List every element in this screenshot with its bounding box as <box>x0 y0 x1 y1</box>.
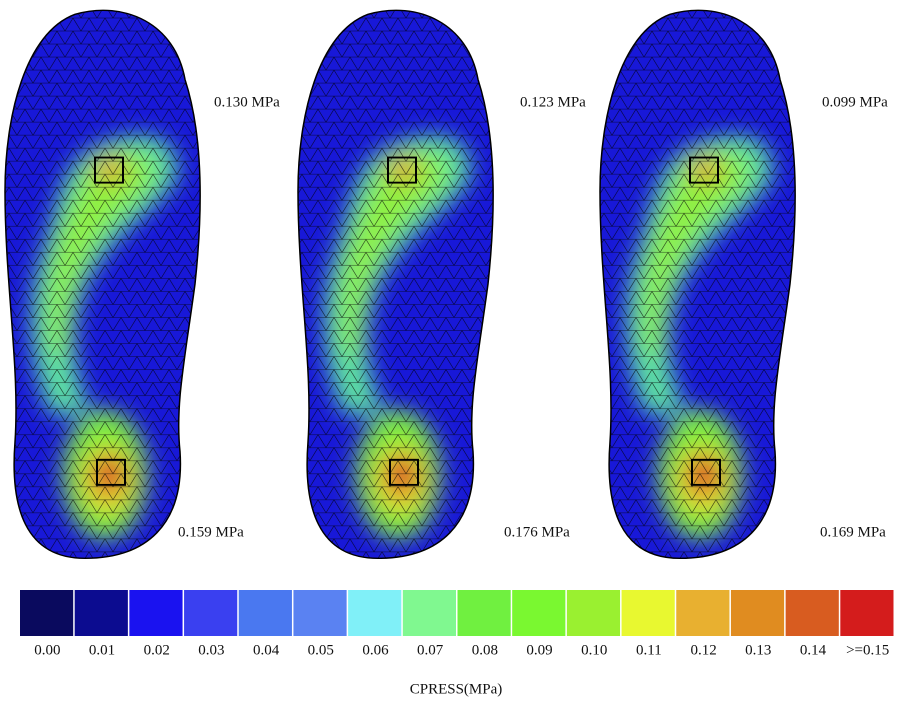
legend-swatch <box>403 590 456 636</box>
legend-label: 0.08 <box>472 642 498 658</box>
legend-swatch <box>840 590 893 636</box>
legend-swatch <box>293 590 346 636</box>
legend-swatch <box>75 590 128 636</box>
legend-title: CPRESS(MPa) <box>410 681 503 697</box>
insole-2 <box>298 5 498 563</box>
insole-1 <box>5 5 205 563</box>
legend-label: 0.04 <box>253 642 280 658</box>
peak-label: 0.123 MPa <box>520 94 586 110</box>
legend-label: 0.01 <box>89 642 115 658</box>
peak-label: 0.176 MPa <box>504 524 570 540</box>
figure: 0.130 MPa 0.159 MPa 0.123 MPa 0.176 MPa … <box>0 0 913 704</box>
legend-label: 0.00 <box>34 642 60 658</box>
peak-label: 0.099 MPa <box>822 94 888 110</box>
legend-label: 0.02 <box>144 642 170 658</box>
legend-swatch <box>567 590 620 636</box>
legend-label: 0.13 <box>745 642 771 658</box>
legend-label: 0.05 <box>308 642 334 658</box>
legend-swatch <box>184 590 237 636</box>
legend-swatch <box>129 590 182 636</box>
legend-label: 0.09 <box>526 642 552 658</box>
legend-label: 0.10 <box>581 642 607 658</box>
legend-swatch <box>458 590 511 636</box>
peak-label: 0.130 MPa <box>214 94 280 110</box>
legend-swatch <box>622 590 675 636</box>
legend-label: 0.12 <box>690 642 716 658</box>
legend-label: 0.14 <box>800 642 827 658</box>
legend-swatch <box>786 590 839 636</box>
legend-label: 0.07 <box>417 642 444 658</box>
legend-swatch <box>731 590 784 636</box>
peak-label: 0.159 MPa <box>178 524 244 540</box>
legend-label: 0.06 <box>362 642 389 658</box>
legend-swatch <box>239 590 292 636</box>
insole-3 <box>600 5 800 563</box>
legend-label: 0.11 <box>636 642 662 658</box>
legend-swatch <box>348 590 401 636</box>
legend-swatch <box>676 590 729 636</box>
page: {"panels": [ {"forefoot_label": "0.130 M… <box>0 0 913 704</box>
legend-swatch <box>512 590 565 636</box>
legend-swatch <box>20 590 73 636</box>
peak-label: 0.169 MPa <box>820 524 886 540</box>
legend-label: 0.03 <box>198 642 224 658</box>
legend-label: >=0.15 <box>846 642 889 658</box>
color-legend: 0.00 0.01 0.02 0.03 0.04 0.05 0.06 0.07 0.08 0.09… <box>20 590 894 658</box>
